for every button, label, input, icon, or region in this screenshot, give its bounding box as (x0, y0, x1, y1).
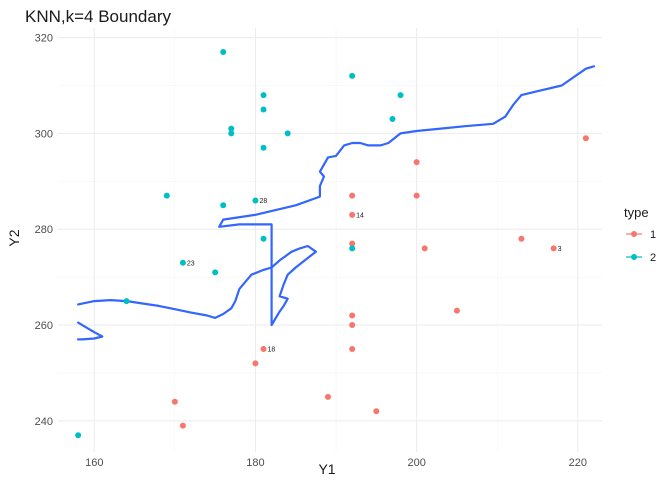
point-type-1 (252, 360, 259, 367)
point-type-2 (260, 144, 267, 151)
point-type-1 (413, 192, 420, 199)
point-type-2 (349, 245, 356, 252)
point-type-2 (163, 192, 170, 199)
point-label: 3 (558, 246, 562, 253)
point-type-1 (171, 398, 178, 405)
legend-key-dot (631, 231, 637, 237)
boundary-loop (77, 321, 104, 341)
x-axis-title: Y1 (318, 461, 335, 477)
legend-label: 2 (650, 252, 656, 264)
chart-title: KNN,k=4 Boundary (25, 7, 171, 26)
point-type-1 (421, 245, 428, 252)
point-type-1 (373, 408, 380, 415)
point-type-2 (349, 72, 356, 79)
point-type-1 (550, 245, 557, 252)
x-tick-label: 180 (246, 457, 264, 469)
y-tick-label: 240 (35, 416, 53, 428)
point-type-2 (397, 92, 404, 99)
point-type-2 (260, 92, 267, 99)
point-label: 18 (268, 346, 276, 353)
point-label: 23 (187, 260, 195, 267)
y-axis-title: Y2 (6, 229, 22, 246)
point-type-2 (260, 235, 267, 242)
point-type-1 (179, 422, 186, 429)
point-label: 28 (259, 198, 267, 205)
decision-boundary (77, 65, 595, 341)
point-type-1 (349, 322, 356, 329)
point-type-2 (252, 197, 259, 204)
point-labels: 28 14 23 3 18 (187, 198, 562, 354)
point-type-1 (349, 211, 356, 218)
y-tick-label: 300 (35, 128, 53, 140)
point-type-2 (212, 269, 219, 276)
point-type-2 (228, 125, 235, 132)
point-type-2 (228, 130, 235, 137)
x-tick-label: 200 (407, 457, 425, 469)
x-axis-ticks: 160 180 200 220 (85, 457, 587, 469)
x-tick-label: 220 (569, 457, 587, 469)
point-type-1 (349, 312, 356, 319)
point-type-2 (220, 48, 227, 55)
point-type-2 (75, 432, 82, 439)
legend-title: type (624, 205, 649, 220)
point-type-2 (179, 259, 186, 266)
legend-label: 1 (650, 229, 656, 241)
point-type-1 (349, 345, 356, 352)
point-type-2 (284, 130, 291, 137)
y-axis-ticks: 240 260 280 300 320 (35, 33, 53, 428)
grid (58, 28, 602, 452)
point-type-1 (518, 235, 525, 242)
legend: type 1 2 (624, 205, 656, 264)
point-type-1 (413, 159, 420, 166)
point-type-1 (582, 135, 589, 142)
y-tick-label: 260 (35, 320, 53, 332)
point-type-2 (123, 298, 130, 305)
point-type-1 (453, 307, 460, 314)
data-points (75, 48, 589, 439)
point-label: 14 (356, 212, 364, 219)
point-type-1 (324, 393, 331, 400)
y-tick-label: 320 (35, 33, 53, 45)
legend-key-dot (631, 254, 637, 260)
point-type-2 (260, 106, 267, 113)
point-type-2 (220, 202, 227, 209)
point-type-2 (389, 116, 396, 123)
x-tick-label: 160 (85, 457, 103, 469)
boundary-line (77, 65, 595, 327)
point-type-1 (349, 192, 356, 199)
point-type-1 (349, 240, 356, 247)
point-type-1 (260, 345, 267, 352)
y-tick-label: 280 (35, 224, 53, 236)
